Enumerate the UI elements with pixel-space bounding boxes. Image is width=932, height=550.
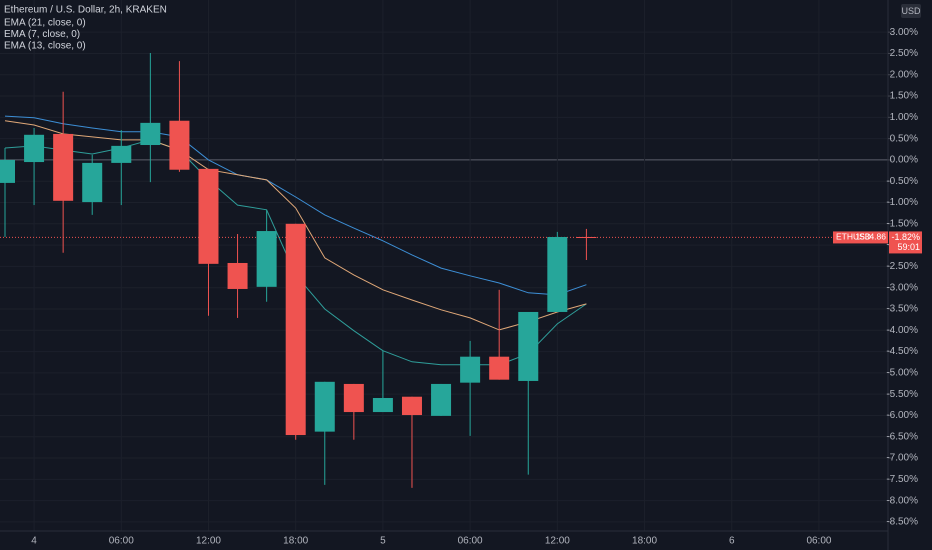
candle-body	[285, 223, 306, 436]
y-tick-label: 1.50%	[890, 91, 918, 102]
y-tick-label: 0.00%	[890, 155, 918, 166]
chart-title: Ethereum / U.S. Dollar, 2h, KRAKEN	[4, 5, 167, 16]
legend-entry: EMA (13, close, 0)	[4, 41, 86, 52]
y-tick-label: 0.50%	[890, 133, 918, 144]
y-tick-label: -8.50%	[886, 517, 918, 528]
candle-body	[518, 311, 539, 381]
candle-body	[372, 397, 393, 413]
x-tick-label: 12:00	[545, 536, 570, 547]
x-tick-label: 12:00	[196, 536, 221, 547]
candle-body	[24, 134, 45, 163]
x-tick-label: 06:00	[806, 536, 831, 547]
candle-body	[169, 120, 190, 170]
change: -1.82%	[891, 232, 920, 242]
candle-body	[53, 133, 74, 201]
y-tick-label: -4.50%	[886, 346, 918, 357]
currency-badge[interactable]	[901, 4, 921, 18]
y-tick-label: 2.00%	[890, 69, 918, 80]
candle-body	[0, 159, 15, 183]
y-tick-label: 2.50%	[890, 48, 918, 59]
y-tick-label: -6.50%	[886, 431, 918, 442]
y-tick-label: -5.00%	[886, 368, 918, 379]
candle-body	[314, 381, 335, 432]
y-tick-label: -2.50%	[886, 261, 918, 272]
candle-body	[431, 383, 452, 416]
y-tick-label: -1.50%	[886, 218, 918, 229]
ema-line	[4, 120, 587, 331]
x-tick-label: 18:00	[283, 536, 308, 547]
candle-body	[111, 145, 132, 163]
candle-body	[82, 162, 103, 203]
legend-entry: EMA (7, close, 0)	[4, 29, 80, 40]
ema-line	[4, 115, 587, 296]
x-tick-label: 6	[729, 536, 735, 547]
y-tick-label: 1.00%	[890, 112, 918, 123]
candle-body	[227, 262, 248, 289]
candle-body	[198, 168, 219, 264]
y-tick-label: -7.00%	[886, 453, 918, 464]
x-tick-label: 06:00	[458, 536, 483, 547]
y-tick-label: -5.50%	[886, 389, 918, 400]
y-tick-label: -0.50%	[886, 176, 918, 187]
x-tick-label: 5	[380, 536, 386, 547]
y-tick-label: -8.00%	[886, 495, 918, 506]
countdown: 59:01	[897, 242, 920, 252]
candle-body	[576, 237, 597, 239]
y-tick-label: 3.00%	[890, 27, 918, 38]
candle-body	[489, 356, 510, 380]
candle-body	[460, 356, 481, 383]
change-badge	[889, 231, 922, 254]
x-tick-label: 06:00	[109, 536, 134, 547]
y-tick-label: -6.00%	[886, 410, 918, 421]
legend-entry: EMA (21, close, 0)	[4, 18, 86, 29]
last-price: 1534.86	[855, 232, 886, 242]
candle-body	[140, 122, 161, 146]
y-tick-label: -3.50%	[886, 304, 918, 315]
currency: USD	[901, 6, 921, 16]
candle-body	[256, 231, 277, 287]
x-tick-label: 4	[31, 536, 37, 547]
x-tick-label: 18:00	[632, 536, 657, 547]
y-tick-label: -7.50%	[886, 474, 918, 485]
y-tick-label: -3.00%	[886, 282, 918, 293]
candle-body	[401, 396, 422, 416]
y-tick-label: -1.00%	[886, 197, 918, 208]
candle-body	[547, 237, 568, 312]
price-badge	[833, 231, 888, 244]
candle-body	[343, 383, 364, 413]
y-tick-label: -4.00%	[886, 325, 918, 336]
symbol: ETHUSD	[836, 232, 871, 242]
